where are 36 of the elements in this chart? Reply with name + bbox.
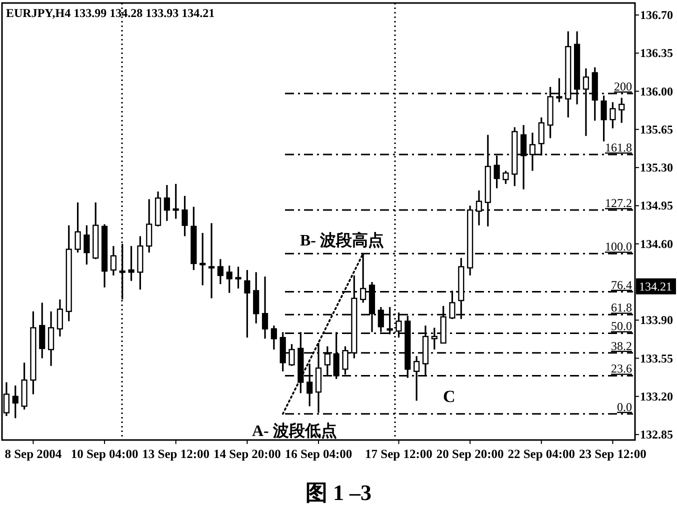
x-tick-label: 8 Sep 2004: [4, 447, 62, 461]
annotation: 76.4: [611, 278, 632, 292]
annotation: 38.2: [611, 338, 632, 353]
x-tick-label: 22 Sep 04:00: [508, 447, 576, 461]
y-tick-label: 136.70: [640, 8, 673, 22]
x-tick-label: 10 Sep 04:00: [70, 447, 138, 461]
annotation: C: [443, 387, 456, 406]
x-tick-label: 16 Sep 04:00: [284, 447, 352, 461]
y-tick-label: 135.65: [640, 122, 673, 136]
caption: 图 1 –3: [306, 480, 372, 505]
x-tick-label: 23 Sep 12:00: [579, 447, 646, 461]
annotation: 161.8: [605, 140, 632, 154]
annotation: 100.0: [605, 240, 632, 254]
annotation: 200: [614, 79, 632, 94]
x-tick-label: 13 Sep 12:00: [142, 447, 210, 461]
x-tick-label: 20 Sep 20:00: [436, 447, 504, 461]
annotation: B- 波段高点: [300, 230, 384, 250]
annotation: 127.2: [605, 196, 632, 210]
annotation: 50.0: [611, 319, 632, 334]
annotation: 61.8: [611, 300, 632, 315]
y-tick-label: 133.55: [640, 351, 673, 366]
y-tick-label: 136.00: [640, 84, 673, 98]
y-tick-label: 133.90: [640, 313, 673, 328]
y-tick-label: 136.35: [640, 46, 673, 60]
y-tick-label: 133.20: [640, 389, 673, 404]
y-tick-label: 132.85: [640, 428, 673, 442]
y-tick-label: 134.60: [640, 236, 673, 251]
annotation: 0.0: [617, 400, 632, 414]
y-tick-label: 135.30: [640, 160, 673, 175]
y-tick-label: 134.95: [640, 198, 673, 213]
chart-title: EURJPY,H4 133.99 134.28 133.93 134.21: [6, 6, 215, 20]
annotation: A- 波段低点: [252, 422, 337, 440]
annotation: 134.21: [639, 279, 672, 294]
x-tick-label: 14 Sep 20:00: [213, 447, 281, 461]
annotation: 23.6: [611, 362, 632, 376]
x-tick-label: 17 Sep 12:00: [365, 447, 432, 461]
